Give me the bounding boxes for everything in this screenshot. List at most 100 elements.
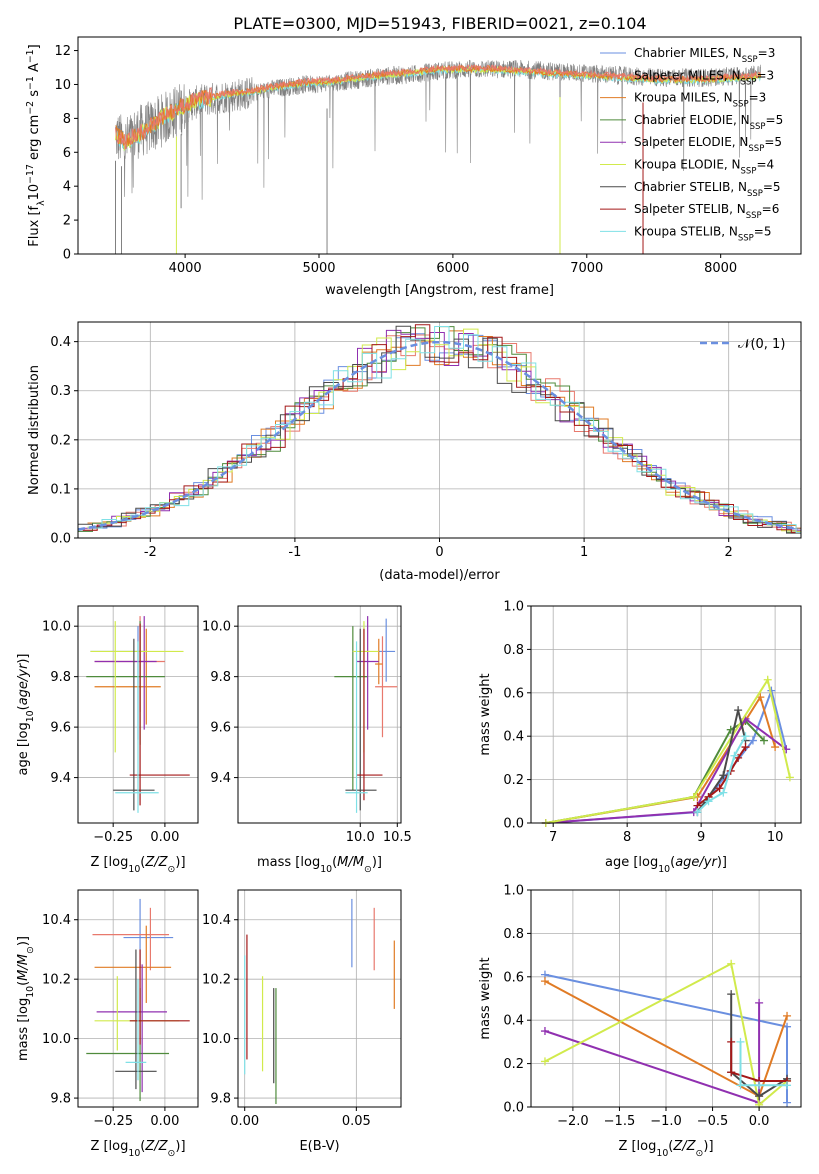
x-tick-label: −2.0	[557, 1114, 589, 1129]
label-part: A	[27, 63, 42, 76]
label-part: )]	[717, 855, 727, 870]
label-part: Z/Z	[144, 855, 168, 870]
label-part: )]	[16, 936, 31, 946]
mass-weight-series	[545, 717, 787, 824]
x-tick-label: 7	[549, 830, 557, 845]
y-tick-label: 0.0	[503, 817, 524, 832]
y-tick-label: 10.2	[202, 973, 231, 988]
legend-label: 𝒩(0, 1)	[738, 337, 785, 352]
mass-weight-series	[730, 1041, 787, 1082]
legend-sub: SSP	[746, 211, 762, 221]
mass-weight-marker	[540, 1027, 549, 1036]
residual-histogram	[87, 328, 801, 532]
label-part: Z [log	[618, 1139, 656, 1154]
mass-weight-marker	[755, 1081, 764, 1090]
legend-label: Kroupa ELODIE, NSSP=4	[634, 158, 774, 177]
plot-area-mass_vs_Z	[86, 898, 190, 1102]
label-part: −17	[25, 164, 36, 184]
residual-histogram	[82, 329, 801, 531]
mass-weight-marker	[727, 959, 736, 968]
panel-residual_hist: -2 -1 0 1 2 0.0 0.1 0.2 0.3 0.4 𝒩(0, 1) (data-model…	[27, 321, 802, 583]
x-tick-label: −0.25	[93, 1114, 133, 1129]
residual-histogram	[87, 326, 801, 534]
label-part: M/M	[16, 954, 31, 981]
mass-weight-marker	[727, 1037, 736, 1046]
y-tick-label: 0.4	[50, 335, 71, 350]
x-tick-label: 0.00	[230, 1114, 259, 1129]
legend-sub: SSP	[747, 189, 763, 199]
x-axis-label: mass [log10(M/M⊙)]	[257, 855, 382, 875]
mass-weight-marker	[783, 1081, 792, 1090]
panel-mass_vs_EBV: 0.00 0.05 9.8 10.0 10.2 10.4 E(B-V)	[202, 889, 402, 1154]
plot-area-mass_vs_EBV	[244, 898, 395, 1105]
y-tick-label: 0	[63, 248, 71, 263]
mass-weight-marker	[734, 706, 743, 715]
legend-label: Salpeter MILES, NSSP=3	[634, 68, 774, 87]
label-part: ⊙	[168, 864, 176, 875]
label-part: (data-model)/error	[379, 568, 500, 583]
panel-mass_vs_Z: −0.25 0.009.810.010.210.4Z [log10(Z/Z⊙)]m…	[16, 889, 199, 1159]
y-tick-label: 10.2	[42, 973, 71, 988]
label-part: M/M	[337, 855, 364, 870]
y-axis-label: mass [log10(M/M⊙)]	[16, 936, 36, 1061]
label-part: 10	[27, 184, 42, 201]
y-tick-label: 0.4	[503, 730, 524, 745]
plot-area-age_vs_Z	[86, 616, 190, 813]
y-tick-label: 9.6	[50, 721, 71, 736]
legend-sub: SSP	[742, 55, 758, 65]
plot-area-mass_weight_vs_age	[541, 675, 794, 827]
mass-weight-marker	[771, 743, 780, 752]
legend-name: Chabrier MILES, N	[634, 46, 742, 60]
x-tick-label: 0.00	[150, 830, 179, 845]
axes-frame	[237, 605, 402, 824]
x-tick-label: −1.5	[604, 1114, 636, 1129]
y-tick-label: 10.0	[42, 620, 71, 635]
label-part: )]	[703, 1139, 713, 1154]
residual-histogram	[82, 324, 801, 533]
y-tick-label: 0.0	[503, 1101, 524, 1116]
legend-name: Kroupa MILES, N	[634, 91, 733, 105]
plot-area-residual_hist	[77, 324, 801, 534]
y-tick-label: 9.8	[210, 1092, 231, 1107]
legend-name: Kroupa ELODIE, N	[634, 158, 741, 172]
label-part: ⊙	[696, 1148, 704, 1159]
legend-count: =3	[749, 91, 767, 105]
y-tick-label: 0.2	[503, 1057, 524, 1072]
y-tick-label: 0.8	[503, 927, 524, 942]
y-tick-label: 0.2	[50, 433, 71, 448]
mass-weight-series	[545, 694, 777, 824]
legend-sub: SSP	[750, 122, 766, 132]
label-part: Normed distribution	[27, 365, 42, 495]
residual-histogram	[78, 333, 801, 532]
label-part: E(B-V)	[299, 1139, 339, 1154]
mass-weight-marker	[540, 1057, 549, 1066]
mass-weight-marker	[540, 977, 549, 986]
label-part: −1	[25, 76, 36, 90]
legend-count: =5	[754, 224, 772, 238]
y-tick-label: 1.0	[503, 884, 524, 899]
x-tick-label: -1	[288, 545, 301, 560]
mass-weight-marker	[783, 1098, 792, 1107]
legend-count: =6	[762, 202, 780, 216]
axes-frame	[530, 605, 802, 824]
label-part: ]	[27, 44, 42, 49]
label-part: −1	[25, 49, 36, 63]
mass-weight-marker	[727, 1068, 736, 1077]
x-tick-label: 10	[767, 830, 784, 845]
y-tick-label: 0.4	[503, 1014, 524, 1029]
label-part: (	[16, 705, 31, 710]
y-axis-label: Normed distribution	[27, 365, 42, 495]
legend-count: =3	[756, 68, 774, 82]
y-tick-label: 9.8	[50, 670, 71, 685]
y-tick-label: 10	[54, 78, 71, 93]
y-tick-label: 4	[63, 180, 71, 195]
legend-count: =5	[764, 135, 782, 149]
mass-weight-marker	[783, 1022, 792, 1031]
label-part: Z [log	[90, 855, 128, 870]
mass-weight-marker	[783, 1011, 792, 1020]
mass-weight-series	[739, 1041, 787, 1087]
label-part: wavelength [Angstrom, rest frame]	[325, 283, 554, 298]
axes-frame	[77, 889, 199, 1108]
legend-label: Kroupa STELIB, NSSP=5	[634, 224, 772, 243]
label-part: (	[332, 855, 337, 870]
